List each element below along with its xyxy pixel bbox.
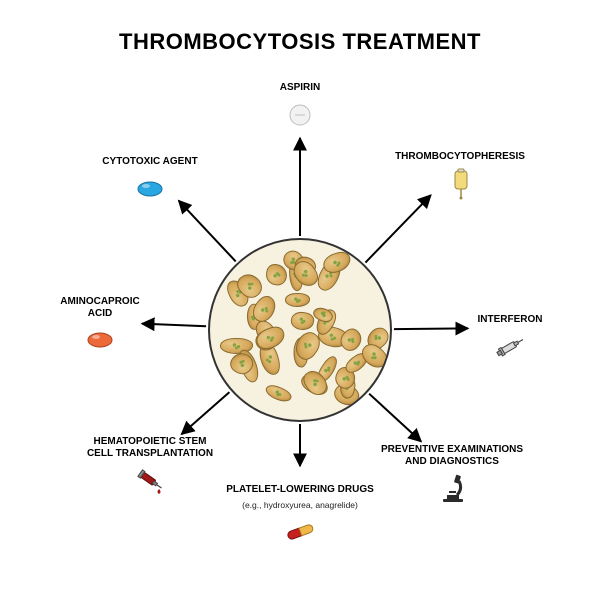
arrow [369,394,421,442]
node-label: HEMATOPOIETIC STEM CELL TRANSPLANTATION [87,436,213,459]
node-sublabel: (e.g., hydroxyurea, anagrelide) [242,500,358,510]
platelet-disc [208,238,392,422]
node-hemato: HEMATOPOIETIC STEM CELL TRANSPLANTATION [70,436,230,497]
node-thrombo: THROMBOCYTOPHERESIS [380,151,540,201]
platelet-shape [357,340,390,373]
arrow [365,195,430,262]
platelet-shape [289,310,315,332]
syringe-icon [493,330,527,364]
node-amino: AMINOCAPROIC ACID [20,296,180,357]
node-label: INTERFERON [478,314,543,326]
node-label: CYTOTOXIC AGENT [102,156,197,168]
node-aspirin: ASPIRIN [220,82,380,132]
node-label: ASPIRIN [280,82,321,94]
platelet-shape [264,263,288,287]
arrow [182,392,230,434]
node-prevent: PREVENTIVE EXAMINATIONS AND DIAGNOSTICS [372,444,532,505]
iv-bag-icon [443,167,477,201]
node-cyto: CYTOTOXIC AGENT [70,156,230,206]
blood-syringe-icon [133,463,167,497]
page-title: THROMBOCYTOSIS TREATMENT [0,29,600,55]
node-label: AMINOCAPROIC ACID [60,296,139,319]
node-label: PREVENTIVE EXAMINATIONS AND DIAGNOSTICS [381,444,523,467]
node-label: PLATELET-LOWERING DRUGS [226,484,374,496]
platelet-shape [264,382,294,405]
capsule-icon [283,514,317,548]
platelet-shape [285,293,311,308]
node-label: THROMBOCYTOPHERESIS [395,151,525,163]
pill-orange-icon [83,323,117,357]
pill-blue-icon [133,172,167,206]
node-interferon: INTERFERON [430,314,590,364]
microscope-icon [435,471,469,505]
node-lowering: PLATELET-LOWERING DRUGS (e.g., hydroxyure… [220,484,380,548]
tablet-white-icon [283,98,317,132]
arrow [179,201,236,262]
